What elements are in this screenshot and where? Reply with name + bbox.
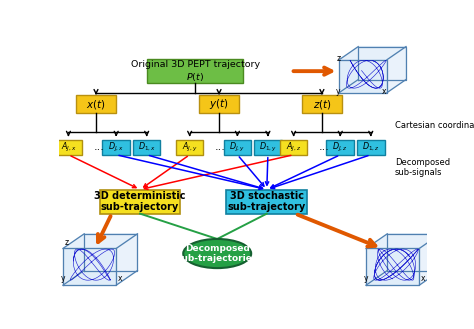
Text: $D_{1,y}$: $D_{1,y}$: [259, 140, 277, 154]
FancyBboxPatch shape: [76, 95, 116, 113]
Polygon shape: [63, 248, 116, 285]
Text: 3D stochastic
sub-trajectory: 3D stochastic sub-trajectory: [228, 191, 306, 213]
Text: $D_{J,z}$: $D_{J,z}$: [332, 140, 348, 154]
Polygon shape: [339, 60, 387, 93]
FancyBboxPatch shape: [55, 139, 82, 155]
Polygon shape: [366, 234, 440, 248]
Polygon shape: [419, 234, 440, 285]
Text: y: y: [61, 274, 65, 283]
FancyBboxPatch shape: [147, 59, 243, 83]
Polygon shape: [366, 248, 419, 285]
FancyBboxPatch shape: [254, 139, 282, 155]
Polygon shape: [387, 47, 406, 93]
FancyBboxPatch shape: [357, 139, 384, 155]
FancyBboxPatch shape: [199, 95, 239, 113]
FancyBboxPatch shape: [100, 190, 181, 214]
FancyBboxPatch shape: [102, 139, 130, 155]
FancyBboxPatch shape: [327, 139, 354, 155]
Text: y: y: [336, 87, 341, 96]
Polygon shape: [63, 234, 137, 248]
Text: ...: ...: [93, 142, 104, 152]
Text: $D_{1,z}$: $D_{1,z}$: [362, 141, 380, 153]
Text: x: x: [382, 87, 386, 96]
Text: x: x: [421, 274, 426, 283]
FancyBboxPatch shape: [133, 139, 161, 155]
Text: 3D deterministic
sub-trajectory: 3D deterministic sub-trajectory: [94, 191, 186, 213]
Text: x: x: [118, 274, 122, 283]
Text: $D_{J,x}$: $D_{J,x}$: [108, 140, 124, 154]
Ellipse shape: [183, 239, 251, 268]
FancyBboxPatch shape: [280, 139, 308, 155]
Text: $x(t)$: $x(t)$: [86, 98, 106, 111]
Text: ...: ...: [319, 142, 329, 152]
FancyBboxPatch shape: [227, 190, 307, 214]
Text: $A_{J,y}$: $A_{J,y}$: [182, 140, 198, 154]
Text: $D_{J,y}$: $D_{J,y}$: [229, 140, 246, 154]
Polygon shape: [116, 234, 137, 285]
Text: Cartesian coordinates: Cartesian coordinates: [395, 121, 474, 130]
Text: $D_{1,x}$: $D_{1,x}$: [137, 141, 155, 153]
FancyBboxPatch shape: [301, 95, 342, 113]
Text: $y(t)$: $y(t)$: [209, 97, 229, 111]
Text: z: z: [368, 238, 372, 247]
Text: z: z: [65, 238, 69, 247]
FancyBboxPatch shape: [176, 139, 203, 155]
Text: ...: ...: [215, 142, 226, 152]
Text: z: z: [337, 54, 341, 63]
Text: $A_{J,z}$: $A_{J,z}$: [286, 140, 301, 154]
Text: Decomposed
sub-signals: Decomposed sub-signals: [395, 158, 450, 177]
Text: Original 3D PEPT trajectory
$P(t)$: Original 3D PEPT trajectory $P(t)$: [131, 60, 260, 83]
Polygon shape: [339, 47, 406, 60]
Text: Decomposed
sub-trajectories: Decomposed sub-trajectories: [177, 244, 258, 263]
FancyBboxPatch shape: [224, 139, 251, 155]
Text: y: y: [364, 274, 369, 283]
Text: $A_{J,x}$: $A_{J,x}$: [61, 140, 76, 154]
Text: $z(t)$: $z(t)$: [312, 98, 331, 111]
